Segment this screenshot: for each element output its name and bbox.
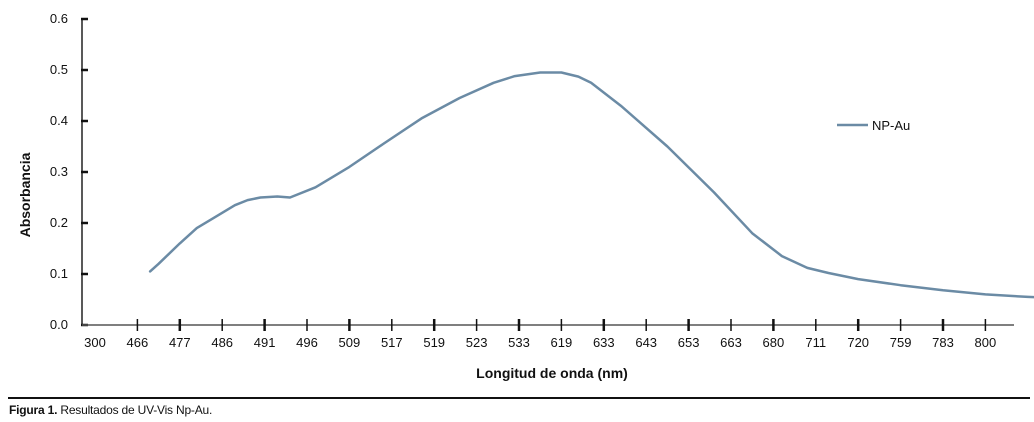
y-tick-label: 0.5: [50, 62, 68, 77]
y-axis-title: Absorbancia: [17, 152, 33, 237]
x-tick-label: 519: [423, 335, 445, 350]
x-tick-label: 491: [254, 335, 276, 350]
series-layer: [148, 71, 1034, 299]
y-tick-label: 0.4: [50, 113, 68, 128]
x-tick-label: 680: [763, 335, 785, 350]
caption-text: Resultados de UV-Vis Np-Au.: [57, 403, 213, 417]
y-tick-label: 0.6: [50, 11, 68, 26]
legend-label: NP-Au: [872, 118, 910, 133]
x-tick-label: 783: [932, 335, 954, 350]
y-axis: 0.0 0.1 0.2 0.3 0.4 0.5 0.6: [50, 11, 88, 332]
x-tick-label: 523: [466, 335, 488, 350]
x-tick-label: 517: [381, 335, 403, 350]
caption-divider: [8, 397, 1030, 399]
y-tick-label: 0.2: [50, 215, 68, 230]
x-tick-label: 300: [84, 335, 106, 350]
x-tick-label: 533: [508, 335, 530, 350]
x-tick-label: 653: [678, 335, 700, 350]
caption-label: Figura 1.: [9, 403, 58, 417]
x-tick-label: 619: [551, 335, 573, 350]
x-axis: 300 466 477 486 491 496 509 517 519 523 533 619 633 6…: [82, 319, 1014, 350]
legend: NP-Au: [837, 118, 910, 133]
x-tick-label: 633: [593, 335, 615, 350]
x-tick-label: 466: [127, 335, 149, 350]
x-tick-label: 759: [890, 335, 912, 350]
y-tick-label: 0.1: [50, 266, 68, 281]
figure-caption: Figura 1. Resultados de UV-Vis Np-Au.: [9, 403, 212, 417]
x-tick-label: 711: [805, 335, 826, 350]
absorbance-chart: 0.0 0.1 0.2 0.3 0.4 0.5 0.6 300 466 477 486 491 496…: [17, 11, 1034, 381]
x-tick-label: 800: [975, 335, 997, 350]
x-tick-label: 496: [296, 335, 318, 350]
y-tick-label: 0.0: [50, 317, 68, 332]
x-tick-label: 509: [339, 335, 361, 350]
x-tick-label: 663: [720, 335, 742, 350]
x-axis-title: Longitud de onda (nm): [476, 365, 628, 381]
y-tick-label: 0.3: [50, 164, 68, 179]
x-tick-label: 720: [847, 335, 869, 350]
series-line-np-au: [148, 71, 1034, 299]
x-tick-label: 643: [635, 335, 657, 350]
x-tick-label: 486: [211, 335, 233, 350]
x-tick-label: 477: [169, 335, 191, 350]
